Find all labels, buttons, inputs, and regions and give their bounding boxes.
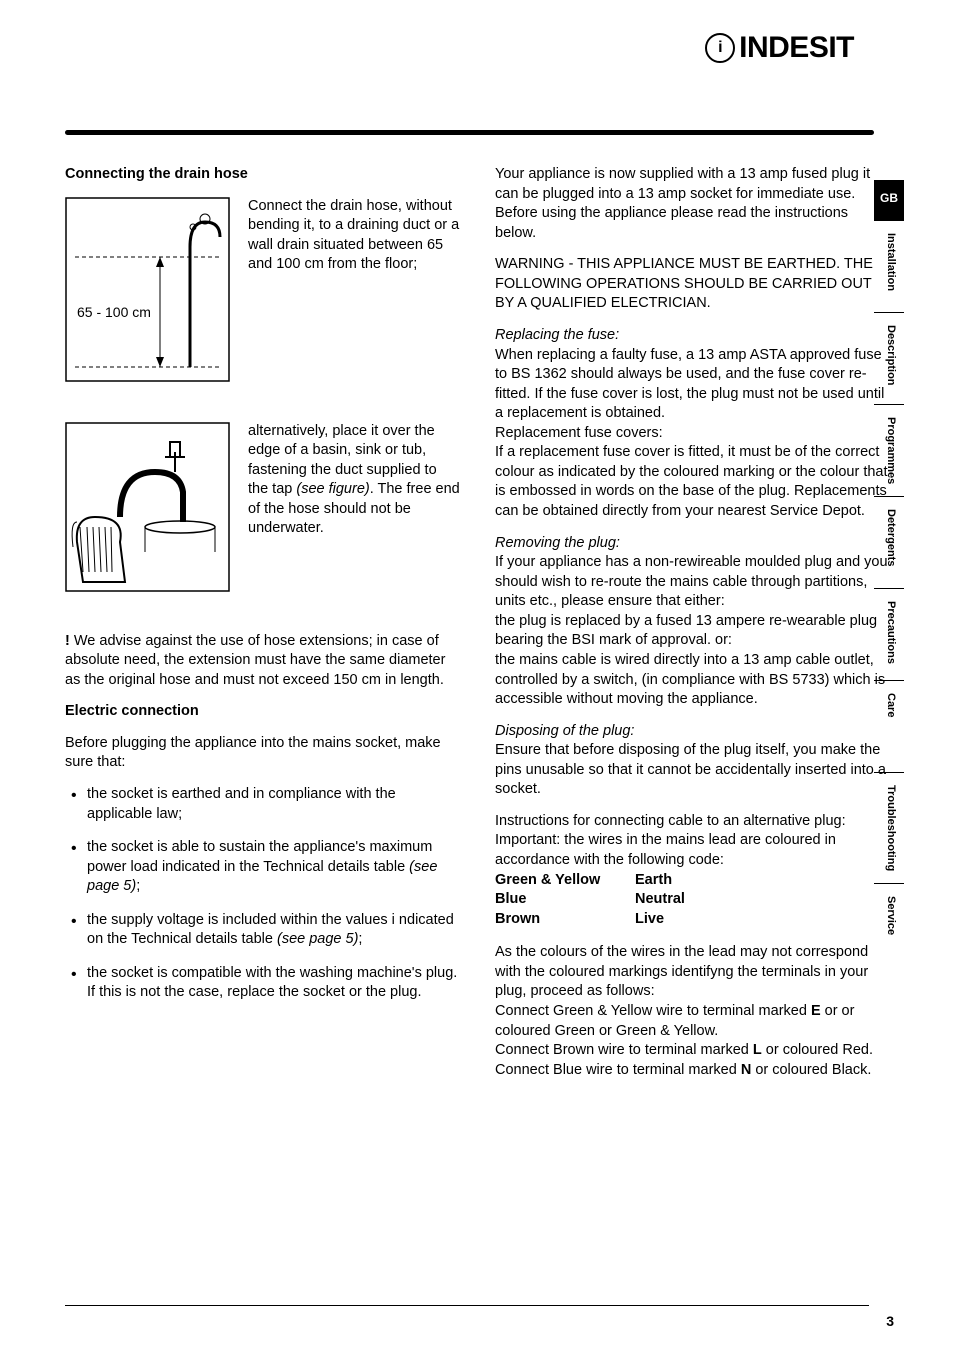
heading-dispose: Disposing of the plug: xyxy=(495,722,890,742)
tab-precautions: Precautions xyxy=(874,588,904,680)
wire-color: Brown xyxy=(495,910,635,930)
para-plug1: If your appliance has a non-rewireable m… xyxy=(495,553,890,612)
heading-electric: Electric connection xyxy=(65,702,460,722)
para-conn4: Connect Blue wire to terminal marked N o… xyxy=(495,1061,890,1081)
para-instr1: Instructions for connecting cable to an … xyxy=(495,812,890,832)
logo-glyph-icon: i xyxy=(705,33,735,63)
table-row: Brown Live xyxy=(495,910,890,930)
footer-divider xyxy=(65,1305,869,1306)
li2s: ; xyxy=(358,931,362,947)
wire-meaning: Live xyxy=(635,910,664,930)
brand-logo: i INDESIT xyxy=(705,28,854,69)
tab-installation: Installation xyxy=(874,220,904,312)
c3b: L xyxy=(753,1042,762,1058)
heading-drain-hose: Connecting the drain hose xyxy=(65,165,460,185)
heading-covers: Replacement fuse covers: xyxy=(495,424,890,444)
figure-block-2: alternatively, place it over the edge of… xyxy=(65,422,460,592)
warn-text: We advise against the use of hose extens… xyxy=(65,633,445,688)
table-row: Blue Neutral xyxy=(495,890,890,910)
socket-checklist: the socket is earthed and in compliance … xyxy=(65,785,460,1003)
wire-color: Blue xyxy=(495,890,635,910)
tab-troubleshooting: Troubleshooting xyxy=(874,772,904,883)
para-before-plug: Before plugging the appliance into the m… xyxy=(65,734,460,773)
wire-meaning: Neutral xyxy=(635,890,685,910)
para-basin-alt: alternatively, place it over the edge of… xyxy=(248,422,460,539)
para2b: (see figure) xyxy=(296,481,369,497)
tab-description: Description xyxy=(874,312,904,404)
c4c: or coloured Black. xyxy=(751,1062,871,1078)
warning-earthed: WARNING - THIS APPLIANCE MUST BE EARTHED… xyxy=(495,255,890,314)
c3c: or coloured Red. xyxy=(762,1042,873,1058)
para-plug2: the plug is replaced by a fused 13 amper… xyxy=(495,612,890,651)
tab-care: Care xyxy=(874,680,904,772)
figure-block-1: 65 - 100 cm Connect the drain hose, with… xyxy=(65,197,460,382)
left-column: Connecting the drain hose 65 - 100 cm Co… xyxy=(65,165,460,1092)
header-divider xyxy=(65,130,874,135)
para-conn2: Connect Green & Yellow wire to terminal … xyxy=(495,1002,890,1041)
tab-programmes: Programmes xyxy=(874,404,904,496)
right-column: Your appliance is now supplied with a 13… xyxy=(495,165,890,1092)
basin-hose-diagram-icon xyxy=(65,422,230,592)
wire-color: Green & Yellow xyxy=(495,871,635,891)
list-item: the socket is compatible with the washin… xyxy=(65,964,460,1003)
table-row: Green & Yellow Earth xyxy=(495,871,890,891)
wire-meaning: Earth xyxy=(635,871,672,891)
page-number: 3 xyxy=(886,1312,894,1331)
para-conn1: As the colours of the wires in the lead … xyxy=(495,943,890,1002)
c2a: Connect Green & Yellow wire to terminal … xyxy=(495,1003,811,1019)
list-item: the socket is earthed and in compliance … xyxy=(65,785,460,824)
li2i: (see page 5) xyxy=(277,931,358,947)
para-drain-connect: Connect the drain hose, without bending … xyxy=(248,197,460,275)
para-plug3: the mains cable is wired directly into a… xyxy=(495,651,890,710)
li1s: ; xyxy=(136,878,140,894)
heading-fuse: Replacing the fuse: xyxy=(495,326,890,346)
hose-extension-warning: ! We advise against the use of hose exte… xyxy=(65,632,460,691)
wire-color-table: Green & Yellow Earth Blue Neutral Brown … xyxy=(495,871,890,930)
c3a: Connect Brown wire to terminal marked xyxy=(495,1042,753,1058)
tab-detergents: Detergents xyxy=(874,496,904,588)
country-tab: GB xyxy=(874,180,904,220)
li0: the socket is earthed and in compliance … xyxy=(87,786,396,822)
drain-height-diagram-icon: 65 - 100 cm xyxy=(65,197,230,382)
fig1-label: 65 - 100 cm xyxy=(77,304,151,320)
content-columns: Connecting the drain hose 65 - 100 cm Co… xyxy=(65,165,904,1092)
c2b: E xyxy=(811,1003,821,1019)
c4b: N xyxy=(741,1062,751,1078)
para-fuse: When replacing a faulty fuse, a 13 amp A… xyxy=(495,346,890,424)
li3: the socket is compatible with the washin… xyxy=(87,965,457,1001)
side-navigation: GB Installation Description Programmes D… xyxy=(874,180,904,975)
para-dispose: Ensure that before disposing of the plug… xyxy=(495,741,890,800)
li1t: the socket is able to sustain the applia… xyxy=(87,839,432,875)
c4a: Connect Blue wire to terminal marked xyxy=(495,1062,741,1078)
tab-service: Service xyxy=(874,883,904,975)
para-instr2: Important: the wires in the mains lead a… xyxy=(495,831,890,870)
para-supplied-plug: Your appliance is now supplied with a 13… xyxy=(495,165,890,243)
list-item: the supply voltage is included within th… xyxy=(65,911,460,950)
para-conn3: Connect Brown wire to terminal marked L … xyxy=(495,1041,890,1061)
brand-name: INDESIT xyxy=(739,28,854,69)
heading-remove-plug: Removing the plug: xyxy=(495,534,890,554)
li2t: the supply voltage is included within th… xyxy=(87,912,454,948)
para-covers: If a replacement fuse cover is fitted, i… xyxy=(495,443,890,521)
list-item: the socket is able to sustain the applia… xyxy=(65,838,460,897)
